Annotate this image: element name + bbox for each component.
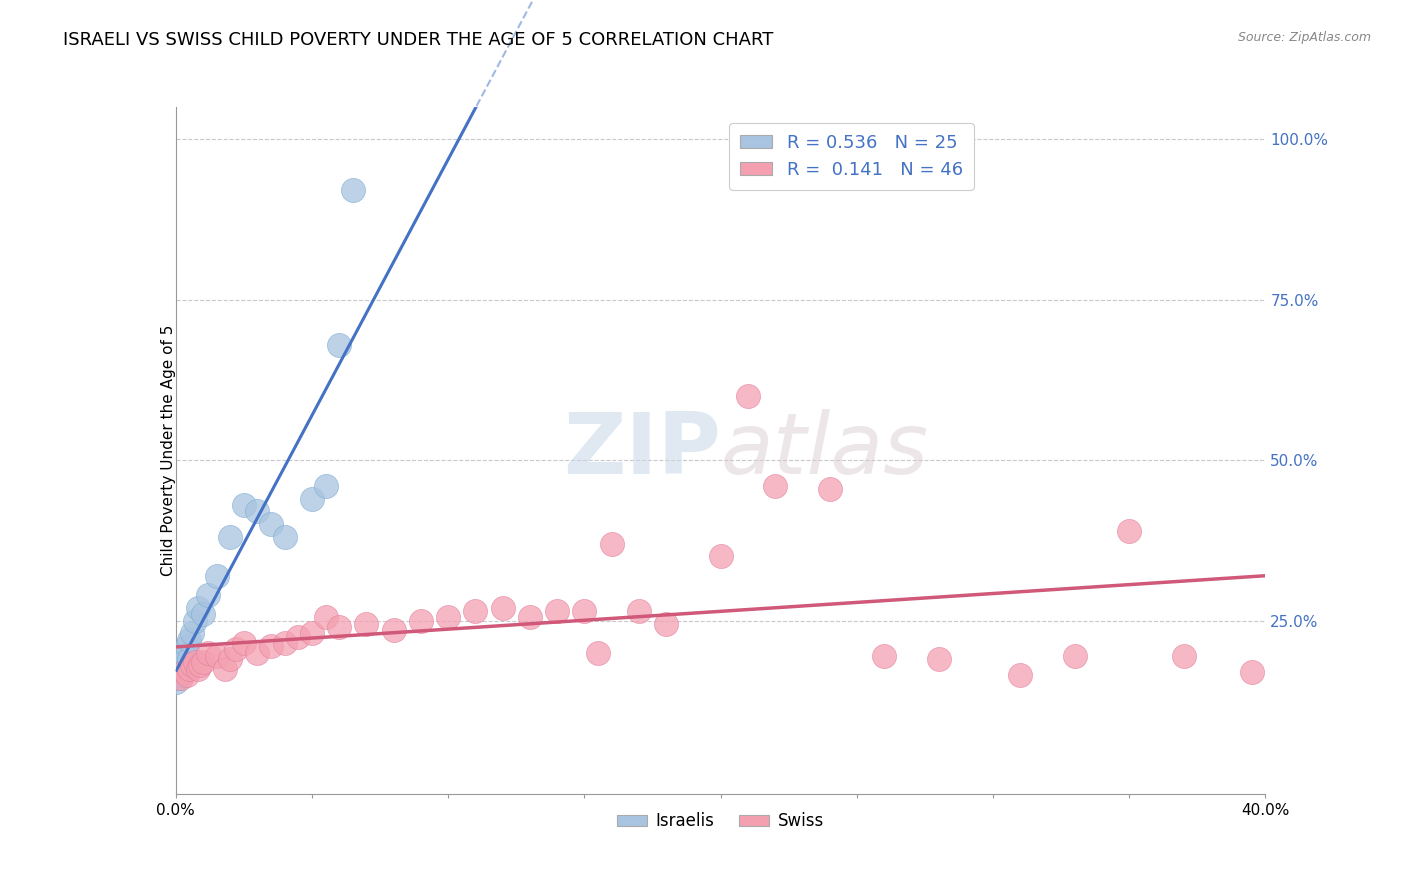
Point: [328, 337, 350, 351]
Point: [763, 479, 786, 493]
Point: [176, 668, 198, 682]
Point: [437, 610, 460, 624]
Point: [179, 632, 201, 647]
Point: [586, 646, 609, 660]
Point: [356, 616, 378, 631]
Point: [301, 491, 323, 506]
Text: Source: ZipAtlas.com: Source: ZipAtlas.com: [1237, 31, 1371, 45]
Point: [246, 646, 269, 660]
Point: [181, 626, 204, 640]
Point: [191, 655, 214, 669]
Point: [315, 610, 337, 624]
Text: atlas: atlas: [721, 409, 928, 492]
Point: [191, 607, 214, 622]
Point: [1063, 648, 1085, 663]
Point: [1010, 668, 1032, 682]
Point: [188, 658, 211, 673]
Point: [170, 671, 193, 685]
Point: [167, 671, 190, 685]
Point: [260, 517, 283, 532]
Point: [274, 530, 297, 544]
Point: [184, 655, 207, 669]
Point: [173, 646, 195, 660]
Point: [176, 639, 198, 653]
Point: [181, 658, 204, 673]
Point: [464, 604, 486, 618]
Point: [873, 648, 896, 663]
Point: [1118, 524, 1140, 538]
Point: [492, 600, 515, 615]
Text: ISRAELI VS SWISS CHILD POVERTY UNDER THE AGE OF 5 CORRELATION CHART: ISRAELI VS SWISS CHILD POVERTY UNDER THE…: [63, 31, 773, 49]
Point: [315, 479, 337, 493]
Point: [173, 655, 195, 669]
Point: [342, 184, 364, 198]
Point: [301, 626, 323, 640]
Point: [197, 646, 219, 660]
Point: [382, 623, 405, 637]
Point: [274, 636, 297, 650]
Point: [600, 536, 623, 550]
Point: [205, 568, 228, 582]
Point: [627, 604, 650, 618]
Point: [186, 662, 209, 676]
Point: [818, 482, 841, 496]
Point: [205, 648, 228, 663]
Point: [260, 639, 283, 653]
Point: [1173, 648, 1195, 663]
Point: [655, 616, 678, 631]
Point: [197, 588, 219, 602]
Point: [232, 498, 254, 512]
Point: [214, 662, 236, 676]
Point: [710, 549, 733, 564]
Point: [928, 652, 950, 666]
Point: [409, 614, 432, 628]
Point: [519, 610, 541, 624]
Point: [246, 504, 269, 518]
Point: [328, 620, 350, 634]
Point: [173, 665, 195, 679]
Point: [546, 604, 568, 618]
Legend: Israelis, Swiss: Israelis, Swiss: [610, 805, 831, 837]
Point: [167, 665, 190, 679]
Y-axis label: Child Poverty Under the Age of 5: Child Poverty Under the Age of 5: [162, 325, 176, 576]
Point: [232, 636, 254, 650]
Point: [179, 652, 201, 666]
Point: [574, 604, 596, 618]
Point: [165, 674, 187, 689]
Point: [179, 662, 201, 676]
Point: [219, 530, 242, 544]
Point: [170, 655, 193, 669]
Point: [184, 614, 207, 628]
Point: [186, 600, 209, 615]
Point: [225, 642, 247, 657]
Point: [170, 668, 193, 682]
Text: ZIP: ZIP: [562, 409, 721, 492]
Point: [219, 652, 242, 666]
Point: [1240, 665, 1263, 679]
Point: [737, 389, 759, 403]
Point: [287, 630, 309, 644]
